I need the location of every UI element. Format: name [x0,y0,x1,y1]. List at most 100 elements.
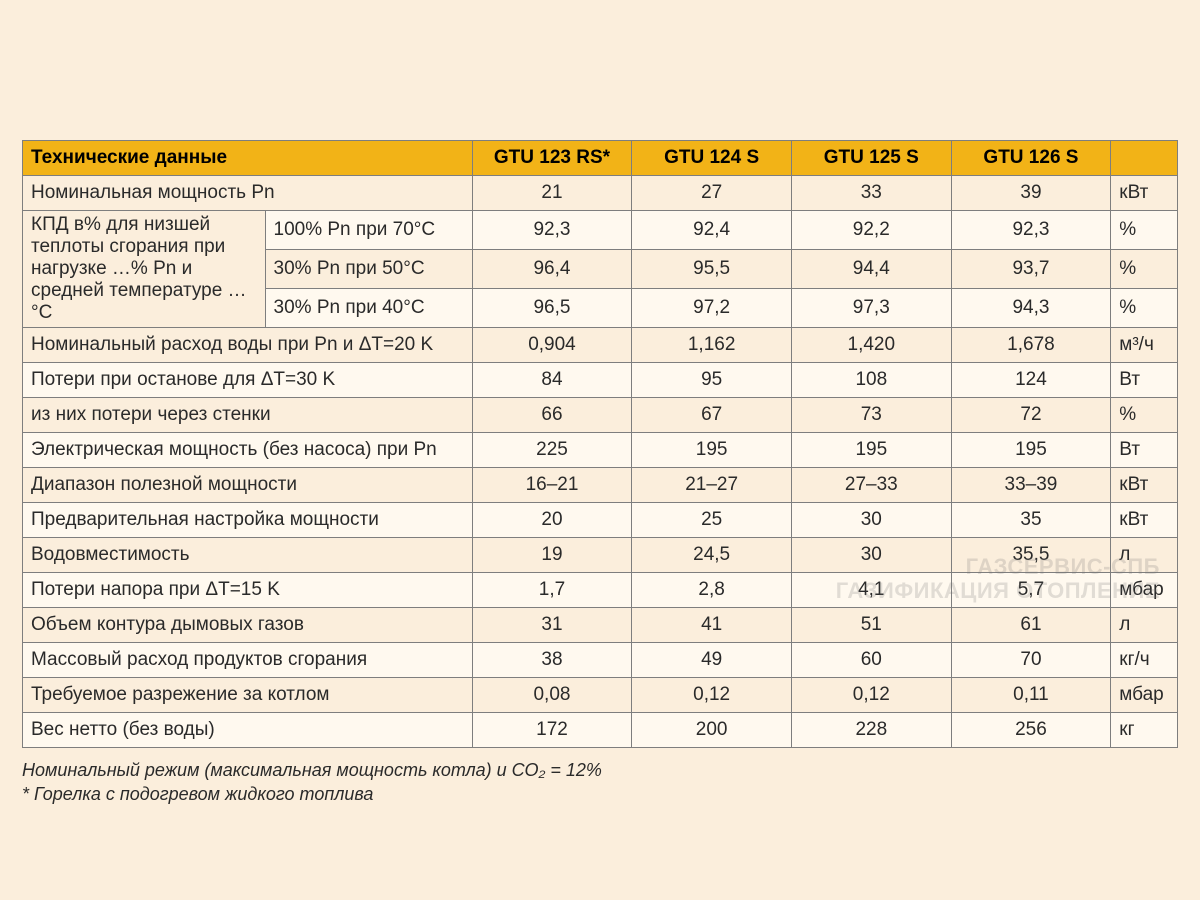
row-label: Водовместимость [23,538,473,573]
footnotes: Номинальный режим (максимальная мощность… [22,758,1178,807]
table-row: из них потери через стенки66677372% [23,398,1178,433]
cell-unit: кВт [1111,468,1178,503]
header-unit [1111,141,1178,176]
cell-value: 25 [632,503,792,538]
cell-value: 92,3 [951,211,1111,250]
cell-value: 84 [472,363,632,398]
cell-value: 73 [791,398,951,433]
cell-value: 92,3 [472,211,632,250]
cell-value: 94,4 [791,250,951,289]
cell-value: 41 [632,608,792,643]
row-label: Вес нетто (без воды) [23,713,473,748]
cell-value: 96,5 [472,289,632,328]
row-label: Объем контура дымовых газов [23,608,473,643]
cell-value: 1,7 [472,573,632,608]
row-label: Потери при останове для ΔT=30 K [23,363,473,398]
table-row: Водовместимость1924,53035,5л [23,538,1178,573]
cell-value: 195 [791,433,951,468]
cell-value: 195 [632,433,792,468]
cell-value: 94,3 [951,289,1111,328]
header-title: Технические данные [23,141,473,176]
cell-value: 20 [472,503,632,538]
cell-value: 256 [951,713,1111,748]
row-label: Требуемое разрежение за котлом [23,678,473,713]
cell-value: 225 [472,433,632,468]
cell-value: 21–27 [632,468,792,503]
cell-unit: мбар [1111,678,1178,713]
table-row: Массовый расход продуктов сгорания384960… [23,643,1178,678]
cell-value: 96,4 [472,250,632,289]
cell-value: 95,5 [632,250,792,289]
footnote-2: * Горелка с подогревом жидкого топлива [22,782,1178,806]
table-row: Номинальная мощность Pn21273339кВт [23,176,1178,211]
cell-value: 33 [791,176,951,211]
cell-value: 124 [951,363,1111,398]
cell-value: 27 [632,176,792,211]
cell-unit: кВт [1111,503,1178,538]
cell-value: 16–21 [472,468,632,503]
cell-unit: % [1111,289,1178,328]
header-model-2: GTU 125 S [791,141,951,176]
footnote-1: Номинальный режим (максимальная мощность… [22,758,1178,782]
table-row: Диапазон полезной мощности16–2121–2727–3… [23,468,1178,503]
table-row: Предварительная настройка мощности202530… [23,503,1178,538]
cell-value: 38 [472,643,632,678]
cell-value: 49 [632,643,792,678]
cell-value: 61 [951,608,1111,643]
cell-value: 33–39 [951,468,1111,503]
cell-value: 5,7 [951,573,1111,608]
cell-unit: % [1111,250,1178,289]
cell-value: 95 [632,363,792,398]
table-row: Электрическая мощность (без насоса) при … [23,433,1178,468]
row-label: из них потери через стенки [23,398,473,433]
cell-value: 27–33 [791,468,951,503]
cell-value: 228 [791,713,951,748]
cell-value: 70 [951,643,1111,678]
cell-value: 92,4 [632,211,792,250]
specs-table: Технические данные GTU 123 RS* GTU 124 S… [22,140,1178,748]
cell-value: 72 [951,398,1111,433]
table-row: Вес нетто (без воды)172200228256кг [23,713,1178,748]
cell-value: 35 [951,503,1111,538]
cell-value: 93,7 [951,250,1111,289]
cell-unit: % [1111,211,1178,250]
cell-unit: % [1111,398,1178,433]
cell-value: 1,420 [791,328,951,363]
cell-value: 4,1 [791,573,951,608]
cell-value: 21 [472,176,632,211]
cell-value: 39 [951,176,1111,211]
row-label: Номинальная мощность Pn [23,176,473,211]
cell-value: 60 [791,643,951,678]
cell-value: 35,5 [951,538,1111,573]
cell-unit: мбар [1111,573,1178,608]
cell-unit: кг [1111,713,1178,748]
header-model-0: GTU 123 RS* [472,141,632,176]
cell-value: 0,12 [632,678,792,713]
row-label: Предварительная настройка мощности [23,503,473,538]
cell-unit: Вт [1111,363,1178,398]
row-label: Диапазон полезной мощности [23,468,473,503]
table-row: Потери при останове для ΔT=30 K849510812… [23,363,1178,398]
cell-value: 51 [791,608,951,643]
cell-value: 24,5 [632,538,792,573]
row-label: Номинальный расход воды при Pn и ΔT=20 K [23,328,473,363]
cell-value: 0,11 [951,678,1111,713]
cell-value: 97,2 [632,289,792,328]
row-label: Потери напора при ΔT=15 K [23,573,473,608]
cell-value: 19 [472,538,632,573]
cell-value: 0,08 [472,678,632,713]
header-model-1: GTU 124 S [632,141,792,176]
cell-value: 92,2 [791,211,951,250]
row-label: Массовый расход продуктов сгорания [23,643,473,678]
cell-value: 97,3 [791,289,951,328]
row-sublabel: 100% Pn при 70°С [265,211,472,250]
cell-unit: л [1111,538,1178,573]
table-row: Потери напора при ΔT=15 K1,72,84,15,7мба… [23,573,1178,608]
table-row: Объем контура дымовых газов31415161л [23,608,1178,643]
cell-unit: кг/ч [1111,643,1178,678]
cell-value: 108 [791,363,951,398]
cell-unit: Вт [1111,433,1178,468]
cell-value: 200 [632,713,792,748]
row-sublabel: 30% Pn при 50°С [265,250,472,289]
cell-value: 30 [791,503,951,538]
